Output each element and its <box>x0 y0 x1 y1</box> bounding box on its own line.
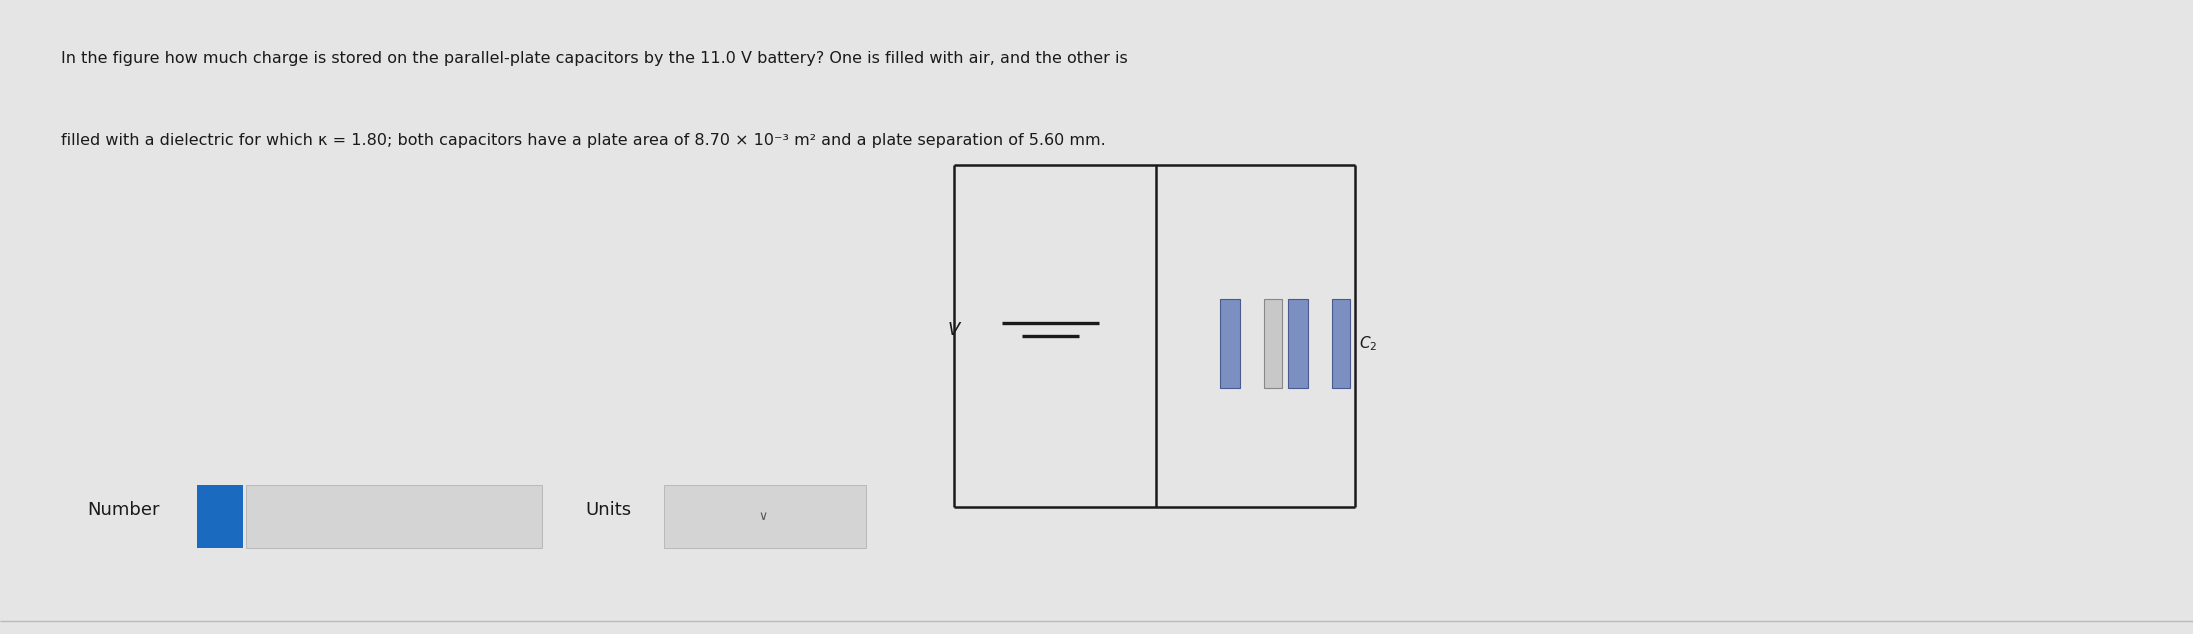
Text: ∨: ∨ <box>759 510 768 523</box>
Bar <box>1263 299 1283 388</box>
Bar <box>1219 299 1241 388</box>
Bar <box>664 485 866 548</box>
Text: $C_2$: $C_2$ <box>1357 334 1377 353</box>
Bar <box>1331 299 1351 388</box>
Text: i: i <box>217 509 224 524</box>
Bar <box>246 485 542 548</box>
Text: $V$: $V$ <box>947 321 963 339</box>
Text: Units: Units <box>586 501 632 519</box>
Text: $C_1$: $C_1$ <box>1289 334 1309 353</box>
Bar <box>1289 299 1307 388</box>
Text: filled with a dielectric for which κ = 1.80; both capacitors have a plate area o: filled with a dielectric for which κ = 1… <box>61 133 1105 148</box>
Text: Number: Number <box>88 501 160 519</box>
Bar <box>197 485 243 548</box>
Text: In the figure how much charge is stored on the parallel-plate capacitors by the : In the figure how much charge is stored … <box>61 51 1127 66</box>
